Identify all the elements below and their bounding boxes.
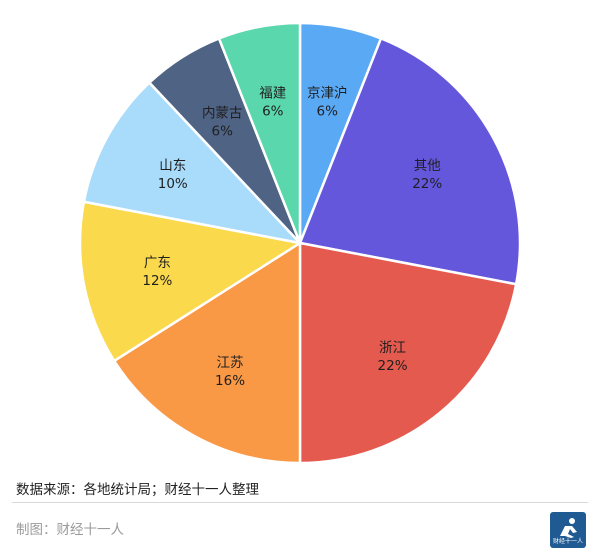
pie-label-2: 浙江	[379, 340, 406, 356]
pie-slice-2	[298, 241, 518, 465]
pie-label-7: 福建	[259, 85, 286, 101]
pie-label-1: 其他	[414, 158, 441, 174]
pie-labels: 京津沪 6% 其他 22% 浙江 22% 江苏 16% 广东 12% 山东 10% 内蒙古 6% 福建 6%	[142, 85, 442, 389]
pie-label-3: 江苏	[217, 355, 244, 371]
pie-slice-4	[78, 200, 304, 363]
logo-text: 财经十一人	[552, 538, 583, 545]
pie-value-label-6: 6%	[211, 123, 233, 139]
data-source-note: 数据来源：各地统计局；财经十一人整理	[16, 482, 259, 498]
pie-label-4: 广东	[144, 255, 171, 271]
pie-value-label-5: 10%	[158, 176, 188, 192]
pie-value-label-0: 6%	[316, 103, 338, 119]
pie-value-label-7: 6%	[262, 103, 284, 119]
pie-slices	[78, 21, 522, 465]
pie-slice-5	[82, 80, 304, 245]
pie-slice-3	[112, 240, 302, 465]
pie-label-5: 山东	[159, 158, 186, 174]
pie-slice-7	[217, 21, 302, 244]
pie-value-label-4: 12%	[142, 273, 172, 289]
pie-slice-1	[298, 36, 522, 286]
footer-divider	[12, 502, 588, 503]
pie-value-label-1: 22%	[412, 176, 442, 192]
pie-label-6: 内蒙古	[202, 105, 243, 121]
pie-value-label-2: 22%	[378, 358, 408, 374]
logo-figure-icon	[560, 518, 577, 538]
chart-credit: 制图：财经十一人	[16, 522, 124, 538]
finance-eleven-logo-icon: 财经十一人	[550, 512, 586, 548]
pie-label-0: 京津沪	[307, 85, 348, 101]
pie-value-label-3: 16%	[215, 373, 245, 389]
pie-chart: 京津沪 6% 其他 22% 浙江 22% 江苏 16% 广东 12% 山东 10% 内蒙古 6% 福建 6%	[78, 21, 522, 465]
